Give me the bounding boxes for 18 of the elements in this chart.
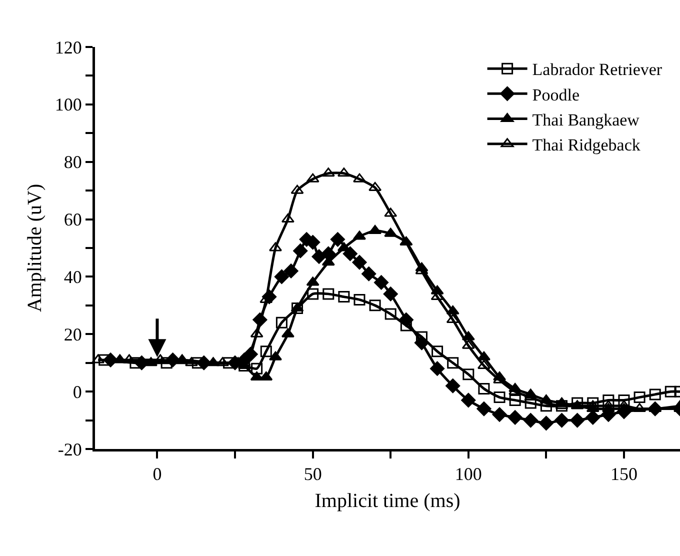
legend-label: Labrador Retriever bbox=[532, 60, 662, 80]
y-tick-label: 60 bbox=[64, 210, 82, 230]
y-tick-label: 120 bbox=[54, 37, 82, 58]
x-axis-title: Implicit time (ms) bbox=[314, 490, 460, 512]
y-axis-title: Amplitude (uV) bbox=[24, 184, 46, 312]
legend-label: Poodle bbox=[532, 85, 580, 104]
x-tick-label: 150 bbox=[610, 464, 638, 484]
y-tick-label: -20 bbox=[58, 439, 82, 460]
y-tick-label: 80 bbox=[64, 152, 82, 172]
y-tick-label: 40 bbox=[64, 267, 82, 288]
y-tick-label: 20 bbox=[64, 324, 82, 344]
legend-label: Thai Bangkaew bbox=[532, 110, 640, 130]
y-tick-label: 100 bbox=[54, 94, 82, 115]
legend-label: Thai Ridgeback bbox=[532, 136, 641, 154]
x-tick-label: 0 bbox=[152, 464, 162, 484]
x-tick-label: 50 bbox=[304, 464, 322, 484]
x-tick-label: 100 bbox=[454, 464, 482, 484]
y-tick-label: 0 bbox=[72, 382, 82, 402]
